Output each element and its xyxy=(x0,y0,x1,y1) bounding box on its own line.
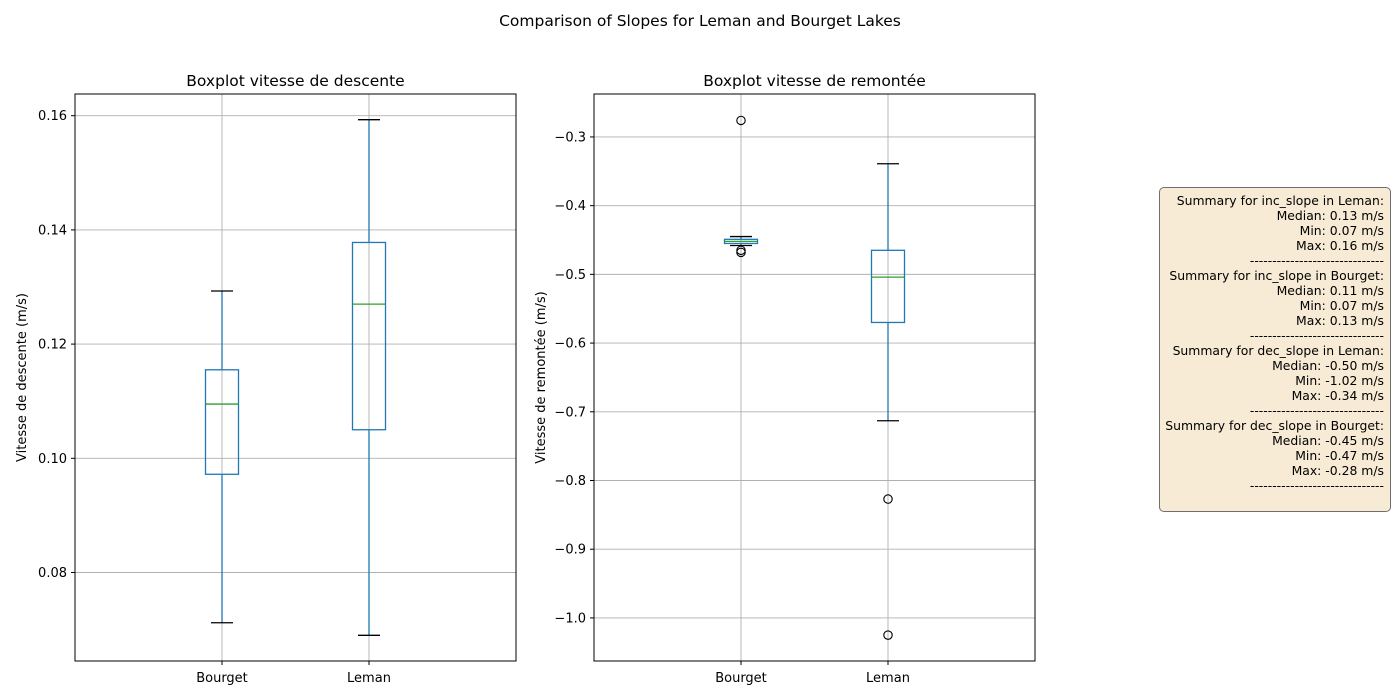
x-tick-label-bourget: Bourget xyxy=(715,671,767,686)
y-tick-label: 0.14 xyxy=(38,223,67,238)
summary-separator: ------------------------------ xyxy=(1249,328,1384,343)
iqr-box xyxy=(351,241,387,431)
y-tick-label: −0.5 xyxy=(554,268,586,283)
y-tick-label: −0.4 xyxy=(554,199,586,214)
subplot-title: Boxplot vitesse de descente xyxy=(186,72,404,90)
outlier-point xyxy=(883,494,893,504)
x-tick-label-bourget: Bourget xyxy=(196,671,248,686)
summary-line: Min: 0.07 m/s xyxy=(1299,298,1384,313)
subplot-ascent: −1.0 −0.9 −0.8 −0.7 −0.6 −0.5 −0.4 −0.3 Bourget L… xyxy=(534,72,1036,686)
figure-suptitle: Comparison of Slopes for Leman and Bourg… xyxy=(499,12,901,30)
summary-box: Summary for inc_slope in Leman: Median: 0… xyxy=(1159,187,1391,512)
y-tick-label: −0.3 xyxy=(554,130,586,145)
y-tick-label: −0.8 xyxy=(554,474,586,489)
outlier-point xyxy=(736,247,746,258)
y-tick-label: 0.10 xyxy=(38,452,67,467)
iqr-box xyxy=(870,249,906,324)
box-bourget xyxy=(723,115,759,258)
y-axis-label: Vitesse de remontée (m/s) xyxy=(534,291,549,463)
y-tick-label: −0.6 xyxy=(554,337,586,352)
x-tick-label-leman: Leman xyxy=(866,671,910,686)
axes-frame xyxy=(74,93,517,662)
box-leman xyxy=(870,163,906,640)
summary-line: Summary for dec_slope in Leman: xyxy=(1172,343,1384,358)
box-bourget xyxy=(204,290,240,624)
summary-line: Summary for dec_slope in Bourget: xyxy=(1165,418,1384,433)
summary-separator: ------------------------------ xyxy=(1249,478,1384,493)
summary-line: Max: 0.13 m/s xyxy=(1296,313,1384,328)
y-tick-label: −0.9 xyxy=(554,543,586,558)
y-axis-label: Vitesse de descente (m/s) xyxy=(15,293,30,462)
summary-line: Max: 0.16 m/s xyxy=(1296,238,1384,253)
y-tick-label: 0.08 xyxy=(38,566,67,581)
summary-separator: ------------------------------ xyxy=(1249,253,1384,268)
y-tick-label: 0.12 xyxy=(38,338,67,353)
summary-line: Summary for inc_slope in Leman: xyxy=(1176,193,1384,208)
axes-frame xyxy=(593,93,1036,662)
summary-line: Summary for inc_slope in Bourget: xyxy=(1169,268,1384,283)
subplot-title: Boxplot vitesse de remontée xyxy=(703,72,926,90)
summary-line: Min: 0.07 m/s xyxy=(1299,223,1384,238)
summary-line: Median: 0.13 m/s xyxy=(1276,208,1384,223)
y-tick-label: −0.7 xyxy=(554,405,586,420)
iqr-box xyxy=(204,369,240,475)
outlier-point xyxy=(736,115,746,126)
summary-line: Median: -0.50 m/s xyxy=(1272,358,1384,373)
summary-line: Max: -0.28 m/s xyxy=(1291,463,1384,478)
box-leman xyxy=(351,119,387,636)
summary-line: Min: -1.02 m/s xyxy=(1295,373,1384,388)
y-tick-label: 0.16 xyxy=(38,109,67,124)
summary-line: Median: -0.45 m/s xyxy=(1272,433,1384,448)
outlier-point xyxy=(883,630,893,640)
summary-separator: ------------------------------ xyxy=(1249,403,1384,418)
summary-line: Min: -0.47 m/s xyxy=(1295,448,1384,463)
y-tick-label: −1.0 xyxy=(554,611,586,626)
subplot-descent: 0.08 0.10 0.12 0.14 0.16 Bourget Leman Boxplot … xyxy=(15,72,517,686)
summary-line: Max: -0.34 m/s xyxy=(1291,388,1384,403)
x-tick-label-leman: Leman xyxy=(347,671,391,686)
summary-line: Median: 0.11 m/s xyxy=(1276,283,1384,298)
